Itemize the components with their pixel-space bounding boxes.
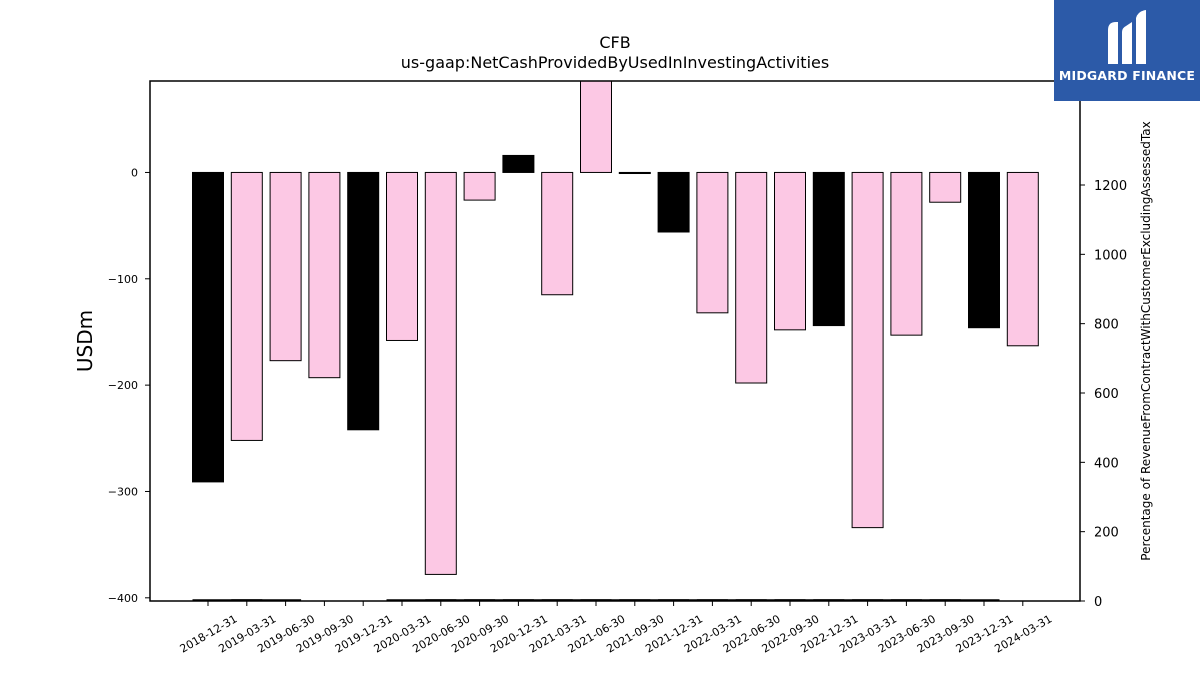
y-tick-label: 0 (131, 166, 138, 179)
bar-2022-12-31 (812, 171, 845, 327)
bar-2019-09-30 (308, 171, 341, 379)
x-axis: 2018-12-312019-03-312019-06-302019-09-30… (178, 601, 1054, 656)
plot-frame (149, 80, 1081, 602)
chart-subtitle: us-gaap:NetCashProvidedByUsedInInvesting… (401, 53, 829, 72)
bar-2019-06-30 (269, 171, 302, 362)
bar-2020-03-31 (386, 171, 418, 341)
bar-2020-12-31 (502, 154, 535, 173)
y2-tick-label: 200 (1094, 526, 1119, 541)
bar-2024-03-31 (1006, 171, 1039, 347)
bar-2020-09-30 (463, 171, 496, 201)
bar-2021-09-30 (618, 171, 651, 175)
y-tick-label: −400 (108, 592, 138, 605)
logo-text: MIDGARD FINANCE (1058, 68, 1196, 83)
y-axis-left: 0 −100 −200 −300 −400 (108, 166, 150, 605)
y-tick-label: −300 (108, 485, 138, 498)
bar-2023-09-30 (929, 171, 962, 203)
y-axis-label: USDm (73, 310, 97, 372)
bar-2022-06-30 (735, 171, 768, 384)
bar-2023-03-31 (851, 171, 884, 529)
y2-axis-label: Percentage of RevenueFromContractWithCus… (1139, 121, 1153, 560)
y2-tick-label: 1000 (1094, 248, 1127, 263)
bar-2021-06-30 (580, 80, 612, 173)
bar-2022-09-30 (774, 171, 806, 331)
bar-2020-06-30 (424, 171, 457, 575)
bar-2021-12-31 (657, 171, 690, 233)
y-tick-label: −200 (108, 379, 138, 392)
bar-2021-03-31 (541, 171, 574, 296)
y2-tick-label: 600 (1094, 387, 1119, 402)
bar-2018-12-31 (192, 171, 224, 483)
y2-tick-label: 400 (1094, 456, 1119, 471)
midgard-m-logo-icon (1108, 10, 1146, 64)
chart-title: CFB (599, 33, 630, 52)
bar-series (192, 80, 1039, 575)
y-axis-right: 0 200 400 600 800 1000 1200 (1080, 179, 1127, 610)
y2-tick-label: 800 (1094, 318, 1119, 333)
bar-2019-12-31 (347, 171, 380, 431)
midgard-finance-logo: MIDGARD FINANCE (1054, 0, 1200, 101)
bar-2019-03-31 (230, 171, 263, 441)
y2-tick-label: 0 (1094, 595, 1102, 610)
y-tick-label: −100 (108, 273, 138, 286)
y2-tick-label: 1200 (1094, 179, 1127, 194)
bar-2023-06-30 (890, 171, 923, 336)
bar-2023-12-31 (968, 171, 1000, 329)
bar-2022-03-31 (696, 171, 729, 314)
